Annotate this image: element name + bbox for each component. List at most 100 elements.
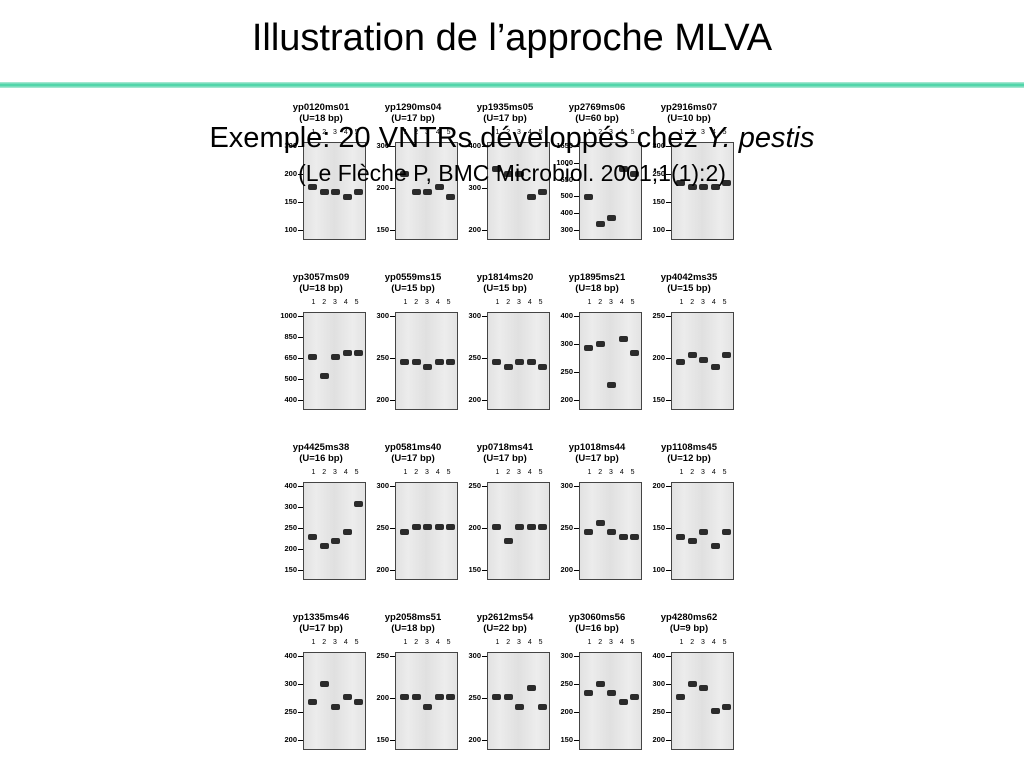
lane-number: 3 [701, 129, 705, 136]
size-marker-label: 850 [284, 332, 297, 341]
gel-image [579, 652, 642, 750]
lane-number: 2 [506, 469, 511, 476]
gel-band [687, 184, 697, 191]
size-marker-tick [482, 528, 487, 529]
gel-band [319, 542, 329, 549]
gel-band [400, 359, 409, 365]
gel-band [515, 703, 524, 710]
lane-number: 1 [311, 469, 316, 476]
size-marker-label: 250 [468, 481, 481, 490]
lane-number: 2 [598, 469, 603, 476]
gel-panel: yp3057ms09 (U=18 bp) 1 2 3 4 5 1000 850 650 500 400 [276, 268, 366, 428]
size-marker-label: 650 [560, 174, 573, 184]
lane-number: 2 [506, 639, 511, 646]
gel-band [342, 529, 352, 535]
size-marker-label: 100 [652, 565, 665, 574]
size-marker-tick [666, 486, 671, 487]
lane-number: 5 [722, 639, 727, 646]
lane-number: 2 [690, 469, 695, 476]
gel-image [395, 142, 458, 240]
size-marker-tick [390, 230, 395, 231]
gel-panel-name: yp2612ms54 [476, 612, 534, 623]
size-marker-tick [390, 528, 395, 529]
gel-image [579, 482, 642, 580]
gel-band [400, 694, 409, 701]
lane-number: 3 [425, 129, 429, 136]
size-marker-tick [574, 230, 579, 231]
size-marker-label: 200 [468, 523, 481, 532]
gel-image [671, 142, 734, 240]
size-marker-tick [666, 712, 671, 713]
gel-band [492, 524, 501, 531]
lane-number: 1 [679, 299, 684, 306]
size-marker-label: 400 [560, 208, 573, 218]
lane-number: 3 [425, 469, 429, 476]
gel-panel-unit: (U=60 bp) [575, 113, 619, 124]
gel-band [354, 349, 363, 356]
size-marker-tick [574, 344, 579, 345]
lane-number: 4 [711, 129, 716, 136]
size-marker-tick [482, 358, 487, 359]
size-marker-label: 300 [652, 679, 665, 688]
size-marker-tick [666, 740, 671, 741]
gel-image [487, 142, 550, 240]
size-marker-label: 200 [376, 693, 389, 702]
slide-title: Illustration de l’approche MLVA [251, 17, 773, 59]
size-marker-tick [390, 146, 395, 147]
size-marker-label: 150 [652, 395, 665, 404]
gel-band [618, 699, 628, 705]
lane-number: 3 [609, 469, 613, 476]
lane-number: 5 [354, 129, 359, 136]
lane-number: 5 [354, 639, 359, 646]
gel-band [710, 542, 720, 549]
gel-band [595, 680, 605, 687]
lane-number: 4 [343, 469, 348, 476]
lane-number: 4 [435, 299, 440, 306]
title-divider [0, 82, 1024, 88]
size-marker-tick [298, 230, 303, 231]
size-marker-tick [298, 400, 303, 401]
size-marker-tick [298, 712, 303, 713]
gel-panel: yp1895ms21 (U=18 bp) 1 2 3 4 5 400 300 250 200 [552, 268, 642, 428]
subtitle-species: Y. pestis [705, 122, 815, 154]
gel-band [354, 189, 363, 195]
size-marker-label: 500 [284, 374, 297, 383]
gel-image [579, 142, 642, 240]
size-marker-tick [666, 570, 671, 571]
size-marker-label: 300 [468, 183, 481, 192]
gel-band [319, 372, 329, 379]
gel-band [411, 189, 421, 195]
gel-panel-unit: (U=16 bp) [299, 453, 343, 464]
size-marker-tick [574, 372, 579, 373]
lane-number: 4 [343, 299, 348, 306]
gel-band [319, 680, 329, 687]
size-marker-label: 400 [560, 311, 573, 320]
lane-number: 3 [517, 639, 521, 646]
gel-panel: yp1814ms20 (U=15 bp) 1 2 3 4 5 300 250 200 [460, 268, 550, 428]
gel-band [607, 214, 616, 221]
size-marker-tick [666, 202, 671, 203]
size-marker-tick [298, 740, 303, 741]
gel-panel-name: yp1935ms05 [476, 102, 534, 113]
gel-panel-name: yp4425ms38 [292, 442, 350, 453]
size-marker-label: 400 [284, 395, 297, 404]
gel-band [423, 703, 432, 710]
size-marker-label: 200 [560, 395, 573, 404]
gel-band [411, 524, 421, 531]
lane-number: 3 [701, 639, 705, 646]
lane-number: 1 [679, 639, 684, 646]
size-marker-label: 200 [560, 707, 573, 716]
size-marker-label: 400 [468, 141, 481, 150]
size-marker-tick [482, 188, 487, 189]
gel-band [630, 694, 639, 701]
gel-band [607, 689, 616, 696]
size-marker-tick [298, 549, 303, 550]
